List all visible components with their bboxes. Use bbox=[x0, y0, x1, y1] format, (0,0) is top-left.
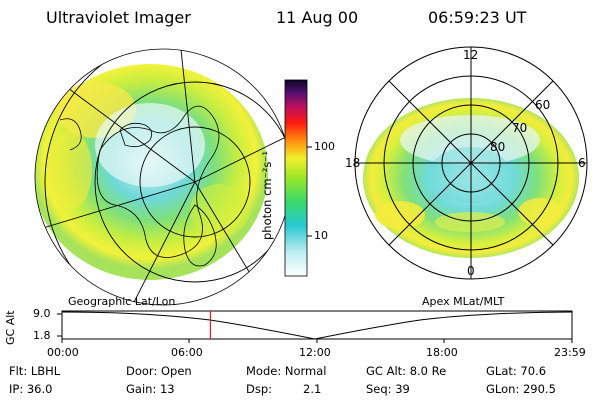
altitude-ylabel: GC Alt bbox=[4, 310, 17, 345]
altitude-plot bbox=[57, 310, 573, 343]
status-dsp-label: Dsp: bbox=[246, 382, 273, 396]
instrument-title: Ultraviolet Imager bbox=[46, 8, 191, 27]
altitude-xtick-0600: 06:00 bbox=[171, 346, 203, 359]
status-glat: GLat: 70.6 bbox=[486, 364, 547, 378]
altitude-xtick-1800: 18:00 bbox=[426, 346, 458, 359]
status-mode: Mode: Normal bbox=[246, 364, 327, 378]
polar-label-12: 12 bbox=[463, 48, 479, 62]
polar-spoke-diagonal-2 bbox=[388, 80, 554, 246]
geographic-panel-label: Geographic Lat/Lon bbox=[68, 295, 176, 308]
polar-plot bbox=[354, 46, 588, 280]
altitude-ymin-label: 1.8 bbox=[33, 329, 51, 342]
polar-label-18: 18 bbox=[345, 156, 361, 170]
apex-panel-label: Apex MLat/MLT bbox=[422, 295, 505, 308]
altitude-plot-frame bbox=[61, 310, 573, 340]
status-glon: GLon: 290.5 bbox=[486, 382, 556, 396]
polar-ring-label-80: 80 bbox=[490, 140, 506, 154]
colorbar-label-10: 10 bbox=[314, 229, 328, 242]
polar-ring-label-60: 60 bbox=[535, 98, 551, 112]
status-ip: IP: 36.0 bbox=[9, 382, 53, 396]
status-gain: Gain: 13 bbox=[126, 382, 175, 396]
altitude-xtick-2359: 23:59 bbox=[554, 346, 586, 359]
altitude-curve bbox=[61, 311, 573, 340]
time-label: 06:59:23 UT bbox=[428, 8, 527, 27]
colorbar-label-100: 100 bbox=[314, 140, 335, 153]
polar-label-0: 0 bbox=[467, 264, 475, 278]
altitude-xtick-0000: 00:00 bbox=[47, 346, 79, 359]
status-seq: Seq: 39 bbox=[366, 382, 410, 396]
polar-label-6: 6 bbox=[578, 156, 586, 170]
polar-ring-label-70: 70 bbox=[512, 121, 528, 135]
status-gc-alt: GC Alt: 8.0 Re bbox=[366, 364, 447, 378]
geographic-image bbox=[35, 49, 291, 305]
status-filter: Flt: LBHL bbox=[9, 364, 61, 378]
colorbar bbox=[284, 79, 308, 277]
altitude-xtick-1200: 12:00 bbox=[299, 346, 331, 359]
colorbar-unit-label: photon cm⁻²s⁻¹ bbox=[260, 151, 274, 240]
date-label: 11 Aug 00 bbox=[276, 8, 359, 27]
altitude-ymax-label: 9.0 bbox=[33, 307, 51, 320]
status-dsp-value: 2.1 bbox=[303, 382, 322, 396]
status-door: Door: Open bbox=[126, 364, 192, 378]
